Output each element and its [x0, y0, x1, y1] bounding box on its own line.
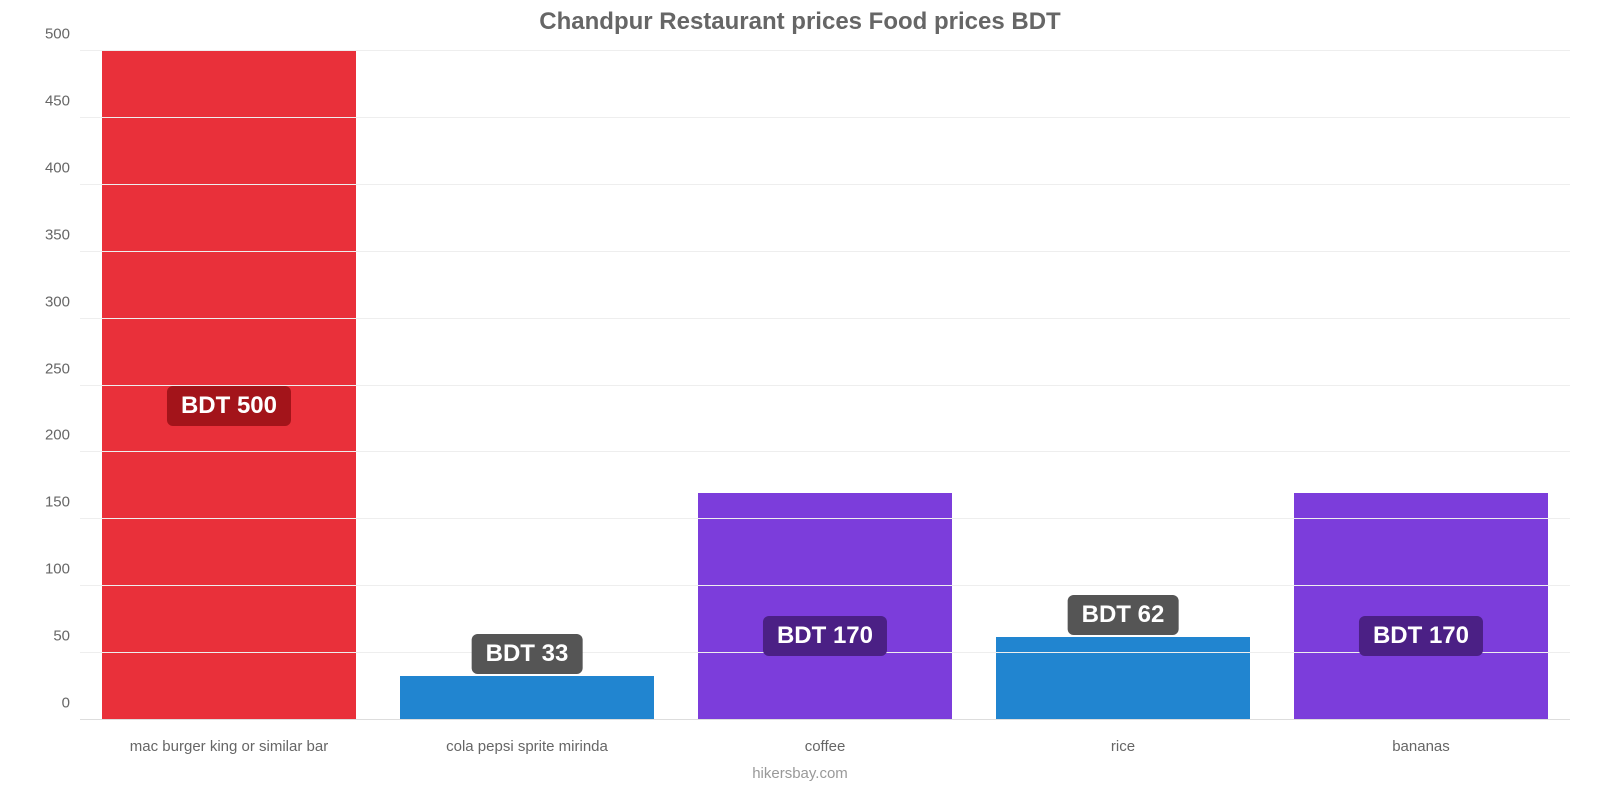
- ytick-label: 100: [45, 561, 80, 578]
- bar-slot: BDT 62: [974, 51, 1272, 720]
- gridline: [80, 585, 1570, 586]
- gridline: [80, 50, 1570, 51]
- bar: BDT 33: [400, 676, 653, 720]
- gridline: [80, 117, 1570, 118]
- ytick-label: 0: [62, 695, 80, 712]
- ytick-label: 50: [53, 628, 80, 645]
- bar-slot: BDT 500: [80, 51, 378, 720]
- bar-value-label: BDT 62: [1068, 595, 1179, 635]
- xtick-label: mac burger king or similar bar: [80, 738, 378, 755]
- bar: BDT 170: [1294, 493, 1547, 720]
- plot-area: BDT 500BDT 33BDT 170BDT 62BDT 170 050100…: [80, 50, 1570, 720]
- gridline: [80, 251, 1570, 252]
- bar-value-label: BDT 500: [167, 386, 291, 426]
- ytick-label: 400: [45, 159, 80, 176]
- xtick-label: bananas: [1272, 738, 1570, 755]
- ytick-label: 450: [45, 92, 80, 109]
- bar-slot: BDT 170: [676, 51, 974, 720]
- gridline: [80, 518, 1570, 519]
- ytick-label: 300: [45, 293, 80, 310]
- price-bar-chart: Chandpur Restaurant prices Food prices B…: [0, 0, 1600, 800]
- x-axis-labels: mac burger king or similar barcola pepsi…: [80, 738, 1570, 755]
- bar-value-label: BDT 33: [472, 634, 583, 674]
- gridline: [80, 451, 1570, 452]
- ytick-label: 150: [45, 494, 80, 511]
- ytick-label: 200: [45, 427, 80, 444]
- ytick-label: 500: [45, 26, 80, 43]
- bar-slot: BDT 33: [378, 51, 676, 720]
- xtick-label: rice: [974, 738, 1272, 755]
- ytick-label: 350: [45, 226, 80, 243]
- bar-slot: BDT 170: [1272, 51, 1570, 720]
- xtick-label: coffee: [676, 738, 974, 755]
- bar: BDT 170: [698, 493, 951, 720]
- bar: BDT 62: [996, 637, 1249, 720]
- bars-region: BDT 500 BDT 33 BDT 170 BDT 62 BDT 170: [80, 51, 1570, 720]
- chart-title: Chandpur Restaurant prices Food prices B…: [0, 0, 1600, 36]
- gridline: [80, 385, 1570, 386]
- ytick-label: 250: [45, 360, 80, 377]
- credit-text: hikersbay.com: [0, 765, 1600, 782]
- x-axis-baseline: [80, 719, 1570, 720]
- bar-value-label: BDT 170: [1359, 616, 1483, 656]
- bar: BDT 500: [102, 51, 355, 720]
- gridline: [80, 318, 1570, 319]
- gridline: [80, 184, 1570, 185]
- bar-value-label: BDT 170: [763, 616, 887, 656]
- xtick-label: cola pepsi sprite mirinda: [378, 738, 676, 755]
